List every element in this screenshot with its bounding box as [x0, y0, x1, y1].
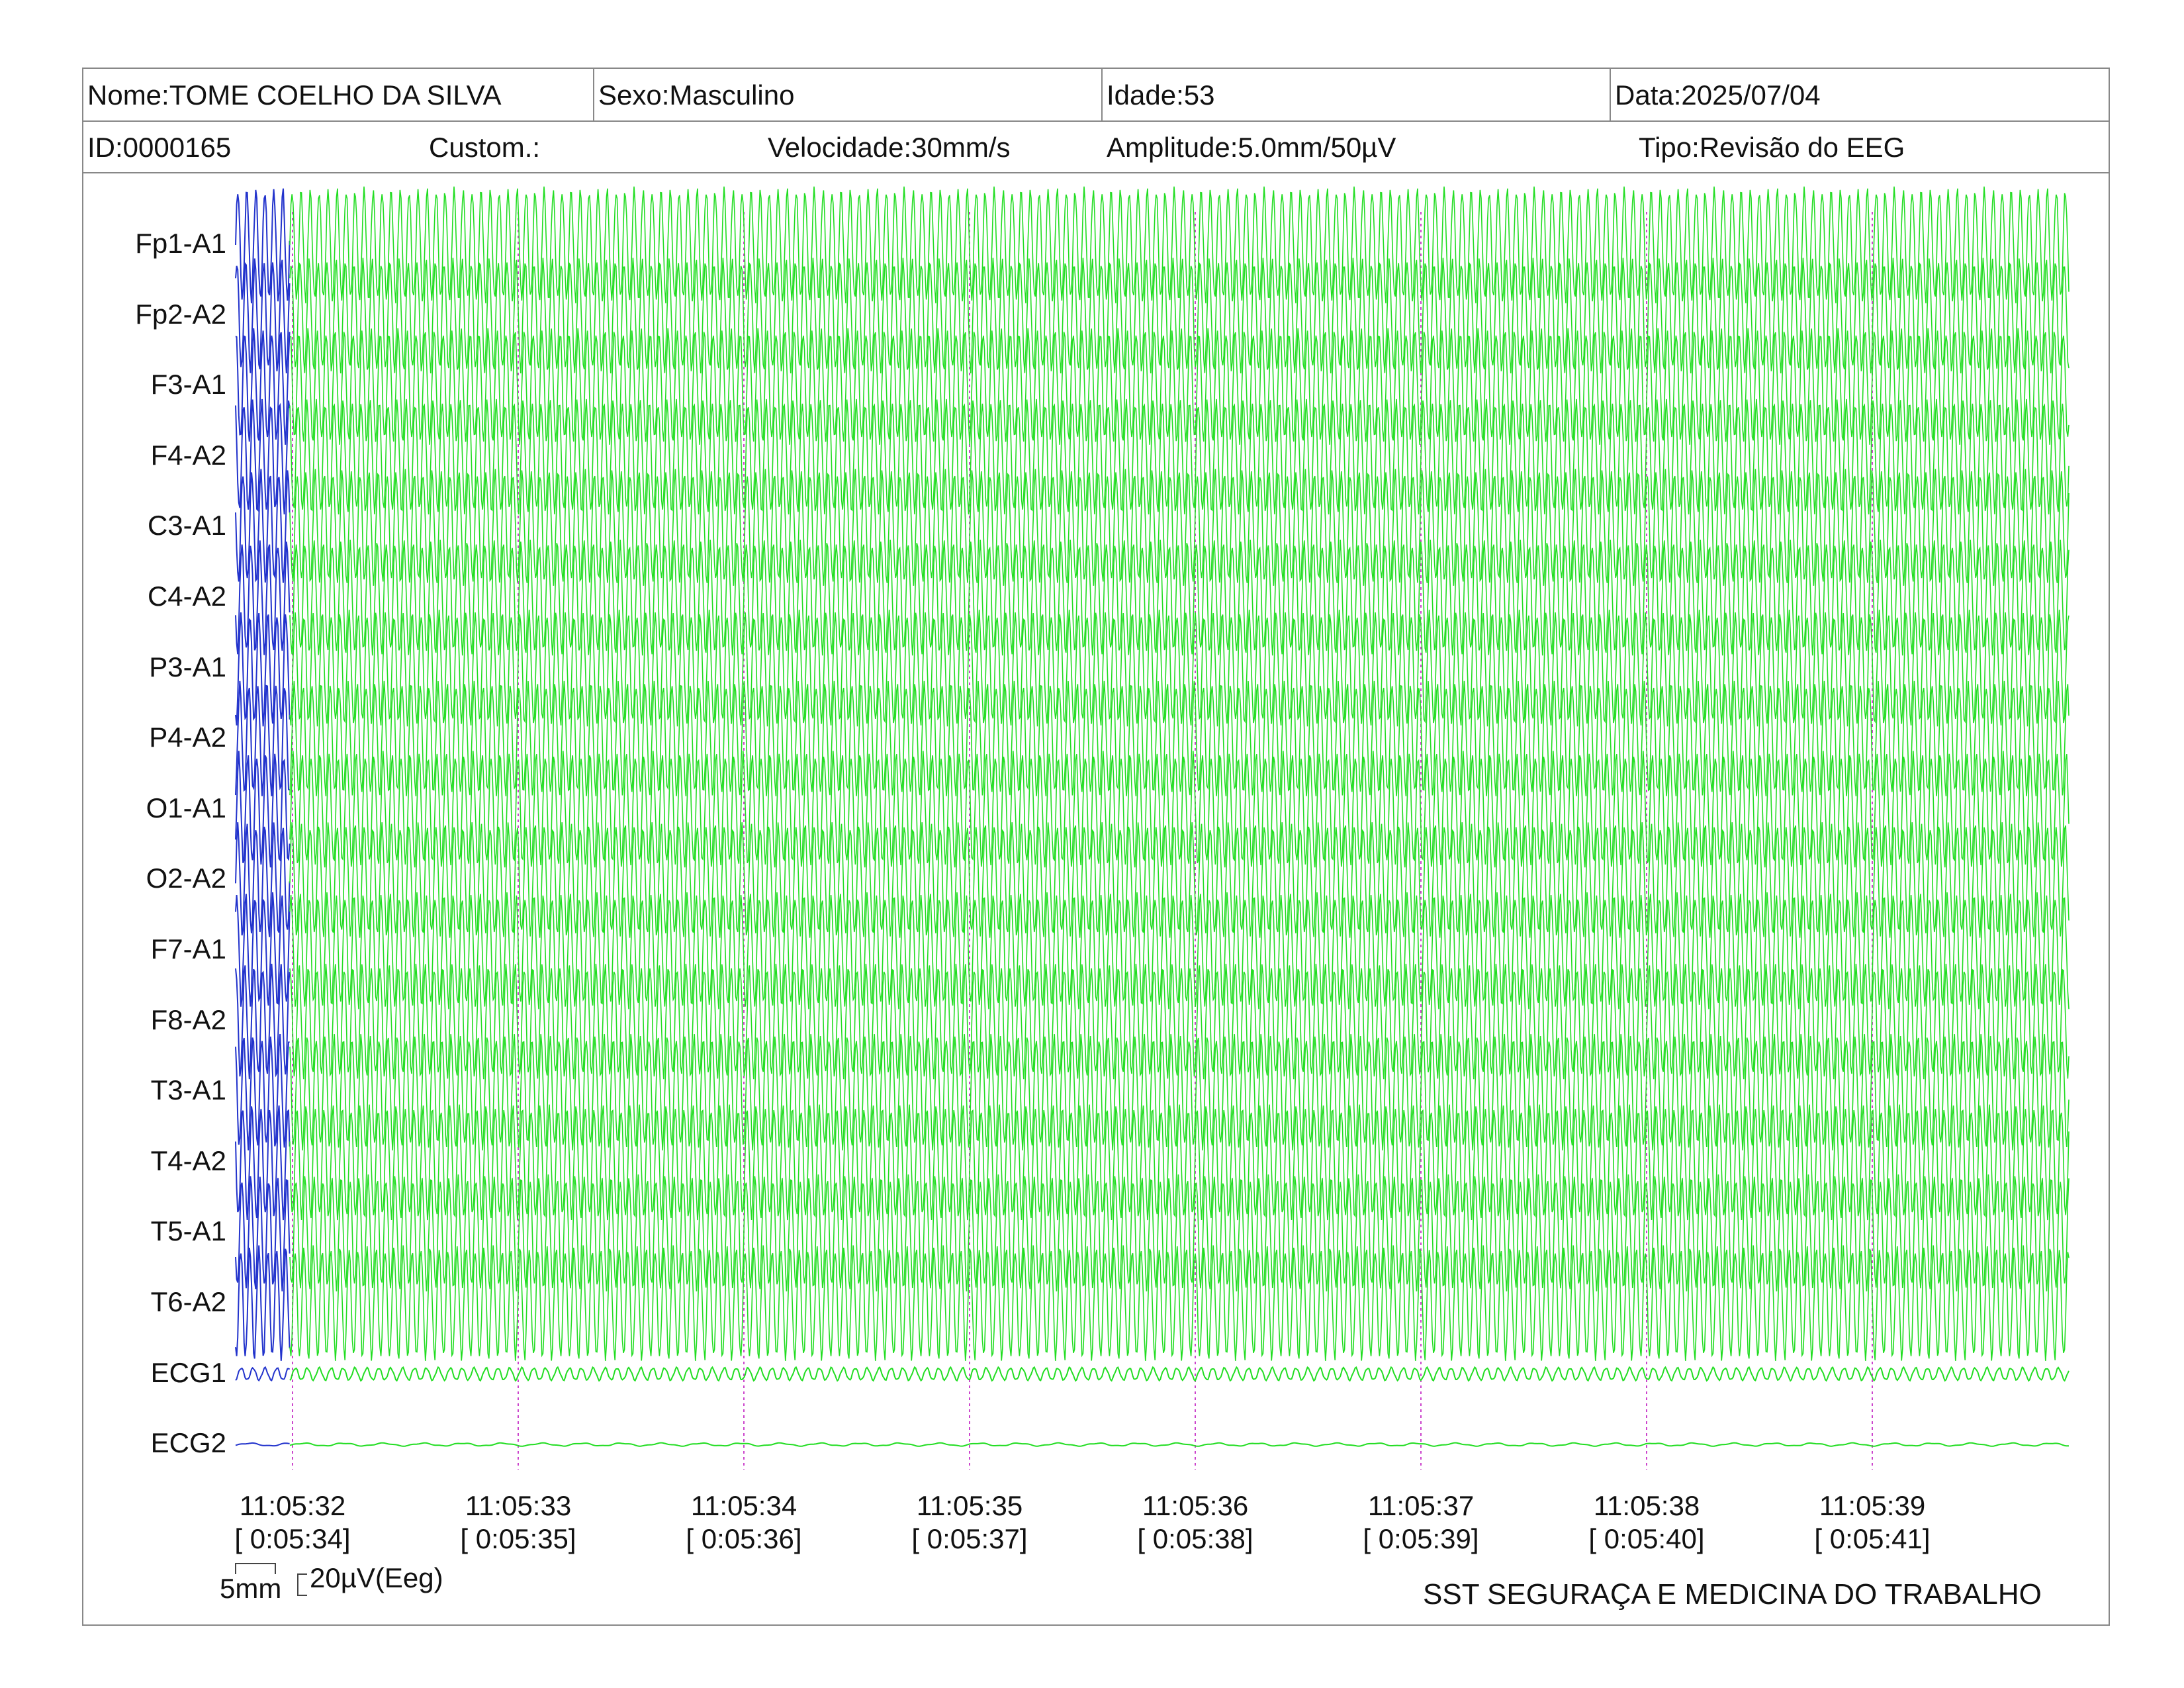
amplitude-setting: Amplitude:5.0mm/50µV — [1107, 132, 1396, 163]
patient-info-row: Nome:TOME COELHO DA SILVA Sexo:Masculino… — [83, 69, 2109, 122]
trace-pre-p3-a1 — [235, 612, 291, 727]
trace-f4-a2 — [289, 399, 2070, 515]
trace-pre-ecg2 — [235, 1442, 290, 1447]
channel-label-p4-a2: P4-A2 — [149, 722, 226, 753]
trace-t6-a2 — [289, 1245, 2070, 1361]
channel-label-f3-a1: F3-A1 — [150, 369, 226, 400]
time-marker-clock: 11:05:38 — [1593, 1490, 1700, 1521]
trace-fp2-a2 — [289, 258, 2070, 374]
time-marker-elapsed: [ 0:05:37] — [911, 1523, 1028, 1554]
patient-name: Nome:TOME COELHO DA SILVA — [87, 79, 502, 111]
amplitude-scale-bracket-icon — [297, 1573, 307, 1596]
channel-label-t6-a2: T6-A2 — [150, 1286, 226, 1317]
trace-pre-f4-a2 — [235, 399, 291, 515]
trace-ecg1 — [289, 1366, 2070, 1382]
recording-info-row: ID:0000165 Custom.: Velocidade:30mm/s Am… — [83, 122, 2109, 173]
trace-c4-a2 — [289, 539, 2070, 656]
channel-label-fp1-a1: Fp1-A1 — [135, 228, 226, 259]
time-marker-elapsed: [ 0:05:40] — [1588, 1523, 1705, 1554]
trace-p3-a1 — [289, 610, 2070, 727]
exam-date: Data:2025/07/04 — [1610, 69, 2110, 120]
trace-pre-fp1-a1 — [235, 188, 291, 304]
time-marker-elapsed: [ 0:05:38] — [1137, 1523, 1253, 1554]
channel-label-ecg1: ECG1 — [150, 1356, 226, 1388]
time-marker-elapsed: [ 0:05:39] — [1363, 1523, 1479, 1554]
trace-p4-a2 — [289, 680, 2070, 796]
trace-pre-t4-a2 — [235, 1105, 291, 1221]
time-marker-elapsed: [ 0:05:35] — [460, 1523, 576, 1554]
trace-pre-c3-a1 — [235, 469, 291, 583]
channel-label-t4-a2: T4-A2 — [150, 1145, 226, 1176]
trace-t3-a1 — [289, 1034, 2070, 1150]
trace-pre-t6-a2 — [235, 1245, 291, 1361]
trace-pre-o2-a2 — [235, 822, 291, 937]
channel-label-f7-a1: F7-A1 — [150, 933, 226, 964]
time-marker-clock: 11:05:37 — [1367, 1490, 1475, 1521]
trace-pre-fp2-a2 — [235, 258, 291, 374]
channel-label-p3-a1: P3-A1 — [149, 651, 226, 682]
trace-fp1-a1 — [289, 186, 2070, 304]
channel-label-c3-a1: C3-A1 — [147, 510, 226, 541]
patient-id: ID:0000165 — [87, 132, 232, 163]
trace-pre-t5-a1 — [235, 1176, 291, 1291]
trace-f7-a1 — [289, 892, 2070, 1009]
trace-f8-a2 — [289, 963, 2070, 1080]
trace-pre-f3-a1 — [235, 328, 291, 445]
time-scale-bracket-icon — [235, 1563, 276, 1574]
channel-label-ecg2: ECG2 — [150, 1427, 226, 1459]
channel-label-c4-a2: C4-A2 — [147, 581, 226, 612]
time-marker-elapsed: [ 0:05:34] — [234, 1523, 351, 1554]
trace-ecg2 — [289, 1442, 2070, 1447]
time-marker-clock: 11:05:39 — [1819, 1490, 1926, 1521]
channel-label-t5-a1: T5-A1 — [150, 1215, 226, 1247]
channel-label-t3-a1: T3-A1 — [150, 1074, 226, 1106]
trace-t4-a2 — [289, 1104, 2070, 1221]
trace-pre-o1-a1 — [235, 751, 291, 868]
time-marker-elapsed: [ 0:05:41] — [1814, 1523, 1931, 1554]
trace-t5-a1 — [289, 1174, 2070, 1291]
trace-o1-a1 — [289, 751, 2070, 868]
channel-label-o1-a1: O1-A1 — [146, 792, 226, 823]
custom-field: Custom.: — [429, 132, 541, 163]
clinic-name: SST SEGURAÇA E MEDICINA DO TRABALHO — [1423, 1578, 2042, 1611]
trace-pre-p4-a2 — [235, 680, 291, 796]
channel-label-f8-a2: F8-A2 — [150, 1004, 226, 1035]
channel-label-f4-a2: F4-A2 — [150, 439, 226, 471]
time-marker-clock: 11:05:35 — [916, 1490, 1023, 1521]
trace-f3-a1 — [289, 328, 2070, 445]
trace-pre-f8-a2 — [235, 963, 291, 1080]
trace-pre-c4-a2 — [235, 540, 291, 655]
time-marker-clock: 11:05:36 — [1142, 1490, 1249, 1521]
amplitude-scale-label: 20µV(Eeg) — [310, 1562, 443, 1593]
time-marker-clock: 11:05:33 — [465, 1490, 572, 1521]
time-scale-label: 5mm — [220, 1573, 282, 1604]
time-marker-elapsed: [ 0:05:36] — [686, 1523, 802, 1554]
trace-pre-f7-a1 — [235, 892, 291, 1007]
patient-age: Idade:53 — [1101, 69, 1610, 120]
trace-o2-a2 — [289, 822, 2070, 938]
channel-label-o2-a2: O2-A2 — [146, 863, 226, 894]
trace-pre-t3-a1 — [235, 1034, 290, 1150]
trace-c3-a1 — [289, 469, 2070, 586]
channel-label-fp2-a2: Fp2-A2 — [135, 298, 226, 330]
trace-pre-ecg1 — [235, 1366, 291, 1382]
report-frame: Nome:TOME COELHO DA SILVA Sexo:Masculino… — [82, 68, 2110, 1626]
speed-setting: Velocidade:30mm/s — [768, 132, 1011, 163]
time-marker-clock: 11:05:34 — [690, 1490, 797, 1521]
time-marker-clock: 11:05:32 — [239, 1490, 346, 1521]
patient-sex: Sexo:Masculino — [593, 69, 1101, 120]
review-type: Tipo:Revisão do EEG — [1639, 132, 1905, 163]
